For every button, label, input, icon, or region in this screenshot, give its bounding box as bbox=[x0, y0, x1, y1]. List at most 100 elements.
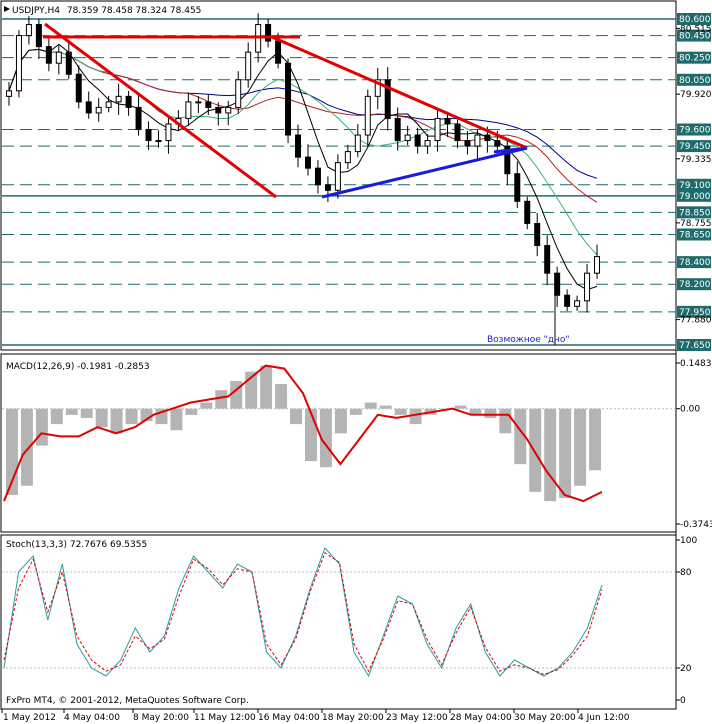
price-level-label: 79.000 bbox=[679, 192, 711, 202]
candle-body bbox=[404, 134, 411, 142]
candle-body bbox=[454, 123, 461, 142]
candle-body bbox=[374, 79, 381, 97]
price-level-label: 80.250 bbox=[679, 54, 711, 64]
candle-body bbox=[554, 272, 561, 296]
price-level-tag bbox=[677, 278, 711, 291]
price-level-tag bbox=[677, 206, 711, 219]
candle-body bbox=[125, 95, 132, 108]
candle-body bbox=[594, 256, 601, 274]
macd-histogram-bar bbox=[230, 380, 243, 409]
time-label: 30 May 20:00 bbox=[514, 713, 576, 723]
time-label: 23 May 12:00 bbox=[386, 713, 448, 723]
macd-histogram-bar bbox=[215, 390, 228, 409]
macd-histogram-bar bbox=[469, 408, 482, 415]
candle-body bbox=[185, 101, 192, 119]
macd-histogram-bar bbox=[364, 402, 377, 409]
price-level-tag bbox=[677, 178, 711, 191]
copyright-text: FxPro MT4, © 2001-2012, MetaQuotes Softw… bbox=[6, 696, 249, 706]
candle-body bbox=[285, 62, 292, 136]
price-level-tag bbox=[677, 13, 711, 25]
candle-body bbox=[514, 173, 521, 202]
candle-body bbox=[354, 134, 361, 153]
candle-body bbox=[155, 140, 162, 143]
macd-signal-line bbox=[3, 364, 603, 503]
price-level-label: 79.600 bbox=[679, 126, 711, 136]
candle-body bbox=[444, 117, 451, 125]
macd-histogram-bar bbox=[514, 408, 527, 465]
price-scale-label: 79.335 bbox=[680, 155, 712, 165]
price-level-label: 80.050 bbox=[679, 76, 711, 86]
price-level-label: 80.450 bbox=[679, 32, 711, 42]
macd-header: MACD(12,26,9) -0.1981 -0.2853 bbox=[6, 362, 150, 372]
macd-histogram-bar bbox=[200, 402, 213, 409]
macd-histogram-bar bbox=[245, 371, 258, 409]
macd-histogram-bar bbox=[80, 408, 93, 418]
price-level-label: 79.100 bbox=[679, 181, 711, 191]
macd-histogram-bar bbox=[409, 408, 422, 425]
candle-body bbox=[55, 51, 62, 64]
time-label: 28 May 04:00 bbox=[450, 713, 512, 723]
candle-body bbox=[115, 95, 122, 103]
candle-body bbox=[524, 200, 531, 224]
candle-body bbox=[584, 272, 591, 302]
candle-body bbox=[105, 101, 112, 108]
macd-histogram-bar bbox=[6, 408, 18, 495]
candle-body bbox=[314, 167, 321, 186]
candle-body bbox=[165, 123, 172, 142]
macd-scale-label: 0.1483 bbox=[680, 359, 712, 369]
candle-body bbox=[464, 140, 471, 147]
candle-body bbox=[95, 106, 102, 114]
macd-histogram-bar bbox=[170, 408, 183, 431]
macd-histogram-bar bbox=[574, 408, 587, 486]
price-level-tag bbox=[677, 189, 711, 202]
candle-body bbox=[25, 24, 32, 37]
price-level-label: 78.200 bbox=[679, 280, 711, 290]
macd-histogram-bar bbox=[349, 408, 362, 415]
price-level-tag bbox=[677, 228, 711, 241]
candle-body bbox=[225, 106, 232, 114]
candle-body bbox=[295, 134, 302, 158]
price-level-tag bbox=[677, 256, 711, 269]
candle-body bbox=[574, 300, 581, 307]
candle-body bbox=[434, 117, 441, 142]
candle-body bbox=[245, 51, 252, 81]
candle-body bbox=[324, 184, 331, 191]
candle-body bbox=[544, 245, 551, 274]
macd-histogram-bar bbox=[140, 408, 153, 422]
price-scale-label: 79.920 bbox=[680, 90, 712, 100]
price-levels-layer: 80.600 80.450 80.250 80.050 79.600 79.450 79.1… bbox=[2, 13, 712, 351]
time-label: 18 May 20:00 bbox=[322, 713, 384, 723]
candle-body bbox=[414, 134, 421, 147]
price-level-label: 78.850 bbox=[679, 208, 711, 218]
stoch-header: Stoch(13,3,3) 72.7676 69.5355 bbox=[6, 540, 147, 550]
trendline-red-descending bbox=[44, 22, 277, 199]
macd-histogram-bar bbox=[185, 408, 198, 415]
macd-histogram-bar bbox=[260, 365, 273, 409]
candles-layer bbox=[5, 13, 601, 313]
time-label: 11 May 12:00 bbox=[194, 713, 256, 723]
macd-histogram-bar bbox=[50, 408, 63, 425]
price-level-label: 78.650 bbox=[679, 230, 711, 240]
stoch-panel-frame bbox=[0, 534, 677, 710]
trendline-blue-support bbox=[321, 146, 528, 199]
time-label: 4 May 04:00 bbox=[64, 713, 120, 723]
price-scale-label: 77.880 bbox=[680, 316, 712, 326]
candle-body bbox=[504, 145, 511, 175]
candle-body bbox=[344, 151, 351, 164]
candle-body bbox=[205, 101, 212, 108]
macd-histogram-bar bbox=[305, 408, 317, 462]
candle-body bbox=[215, 106, 222, 114]
macd-histogram-bar bbox=[95, 408, 108, 428]
price-level-tag bbox=[677, 339, 711, 351]
candle-body bbox=[5, 90, 12, 97]
macd-histogram-bar bbox=[589, 408, 601, 471]
stoch-main-line bbox=[3, 547, 603, 678]
macd-histogram-bar bbox=[65, 408, 78, 415]
candle-body bbox=[364, 95, 371, 136]
candle-body bbox=[265, 24, 272, 42]
symbol-arrow-icon bbox=[4, 6, 10, 12]
candle-body bbox=[275, 40, 282, 64]
price-level-tag bbox=[677, 29, 711, 42]
